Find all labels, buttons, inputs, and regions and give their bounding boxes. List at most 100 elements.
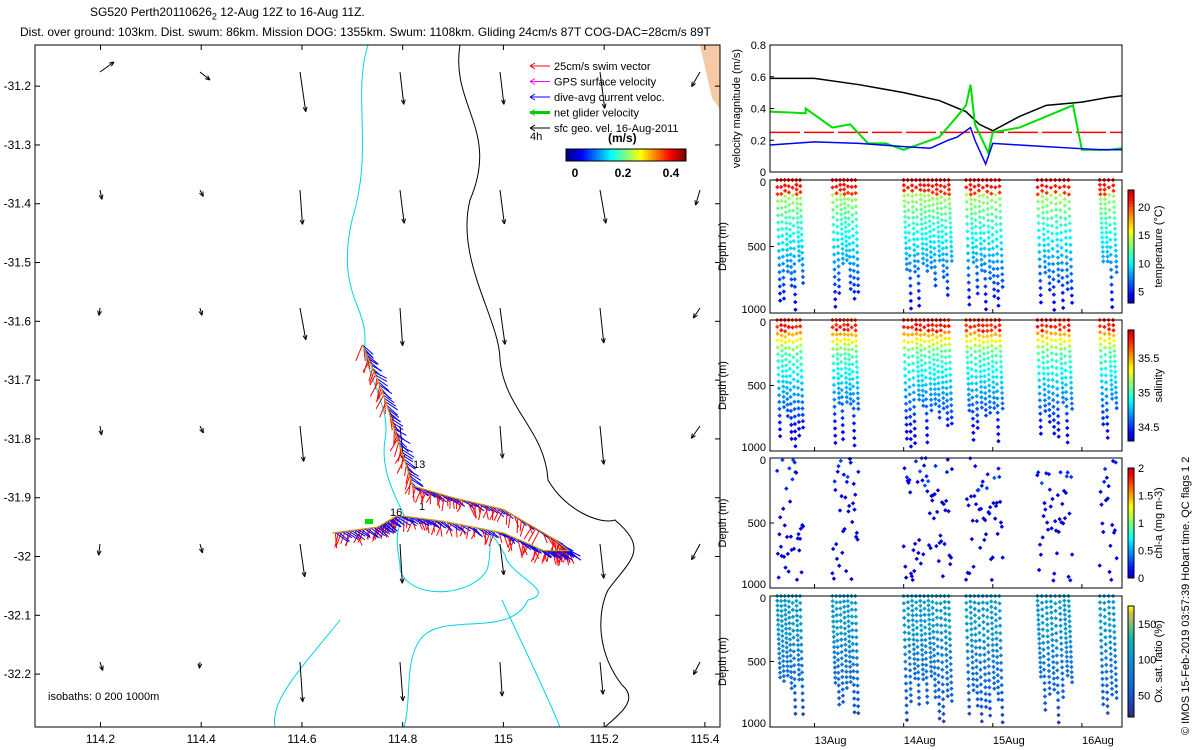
profile-point — [784, 236, 789, 242]
profile-point — [944, 670, 950, 675]
profile-point — [780, 363, 785, 369]
profile-point — [798, 628, 804, 633]
profile-point — [939, 652, 945, 658]
profile-point — [1037, 384, 1042, 390]
dive-avg-current-vector — [412, 485, 423, 494]
profile-colorbar-tick: 1 — [1138, 518, 1144, 530]
profile-point — [839, 662, 845, 667]
profile-point — [843, 637, 848, 642]
profile-point — [987, 264, 992, 269]
profile-point — [922, 600, 927, 605]
profile-point — [1113, 374, 1118, 380]
profile-point — [943, 348, 948, 354]
profile-point — [908, 436, 914, 442]
profile-point — [1097, 330, 1103, 335]
profile-colorbar-cell — [1128, 363, 1134, 367]
profile-point — [1000, 712, 1005, 718]
profile-point — [972, 184, 977, 189]
profile-point — [943, 640, 949, 646]
profile-point — [947, 201, 952, 206]
profile-point — [915, 657, 921, 662]
profile-point — [775, 617, 781, 623]
profile-point — [784, 374, 789, 379]
profile-point — [844, 253, 849, 258]
profile-point — [855, 375, 860, 380]
profile-point — [1049, 223, 1055, 229]
profile-point — [986, 224, 991, 229]
profile-point — [921, 261, 926, 266]
profile-point — [903, 387, 908, 393]
current-vector-head — [499, 691, 505, 697]
profile-point — [910, 339, 915, 344]
profile-colorbar-tick: 15 — [1138, 230, 1150, 242]
profile-point — [945, 457, 950, 462]
profile-point — [948, 390, 954, 396]
profile-point — [997, 616, 1003, 621]
profile-colorbar-cell — [1128, 606, 1134, 610]
profile-point — [1000, 278, 1005, 283]
profile-point — [844, 680, 849, 685]
profile-point — [798, 202, 803, 207]
profile-point — [1065, 440, 1070, 445]
dive-avg-current-vector — [377, 381, 390, 392]
profile-colorbar-frame — [1127, 467, 1135, 579]
profile-point — [830, 609, 836, 614]
profile-point — [780, 240, 785, 245]
profile-point — [987, 699, 992, 704]
profile-colorbar-cell — [1128, 680, 1134, 685]
profile-point — [835, 244, 841, 249]
current-vector — [599, 425, 605, 465]
profile-point — [1099, 220, 1104, 226]
profile-colorbar-cell — [1128, 514, 1134, 518]
profile-point — [791, 628, 796, 633]
profile-point — [1068, 264, 1074, 269]
profile-colorbar-cell — [1128, 534, 1134, 538]
swim-vector — [516, 517, 519, 534]
profile-point — [1060, 298, 1066, 303]
legend-swatch-head — [529, 93, 536, 101]
legend-label: 25cm/s swim vector — [554, 61, 651, 73]
profile-point — [854, 223, 859, 229]
profile-point — [838, 631, 844, 636]
profile-point — [907, 238, 912, 243]
profile-point — [1065, 280, 1070, 285]
profile-point — [976, 188, 982, 193]
profile-point — [1037, 391, 1042, 396]
current-vector-head — [299, 696, 305, 703]
profile-point — [918, 332, 923, 338]
profile-point — [993, 599, 998, 605]
profile-point — [791, 231, 796, 236]
profile-point — [800, 524, 806, 529]
profile-point — [979, 268, 985, 273]
profile-point — [1052, 519, 1058, 524]
profile-point — [1035, 331, 1040, 336]
profile-point — [964, 214, 970, 219]
profile-point — [998, 228, 1004, 233]
profile-point — [978, 674, 983, 680]
profile-colorbar-cell — [1128, 277, 1134, 281]
profile-point — [1059, 371, 1065, 376]
dive-avg-current-vector — [441, 493, 451, 503]
profile-point — [988, 599, 994, 604]
profile-point — [947, 211, 953, 216]
profile-point — [903, 674, 908, 679]
profile-point — [1043, 507, 1048, 512]
profile-point — [999, 259, 1005, 264]
profile-point — [949, 249, 954, 254]
profile-point — [912, 269, 918, 274]
swim-vector — [384, 398, 386, 415]
profile-point — [941, 263, 946, 268]
profile-point — [982, 672, 988, 677]
profile-point — [776, 227, 781, 232]
profile-point — [974, 684, 980, 689]
profile-point — [787, 499, 793, 504]
profile-point — [799, 642, 804, 647]
profile-point — [776, 220, 781, 225]
profile-point — [1069, 385, 1074, 391]
profile-point — [923, 209, 928, 215]
map-colorbar-cell — [574, 149, 577, 161]
swim-vector — [542, 532, 548, 544]
profile-point — [1068, 634, 1073, 639]
profile-point — [1042, 264, 1048, 270]
profile-point — [1111, 338, 1117, 343]
